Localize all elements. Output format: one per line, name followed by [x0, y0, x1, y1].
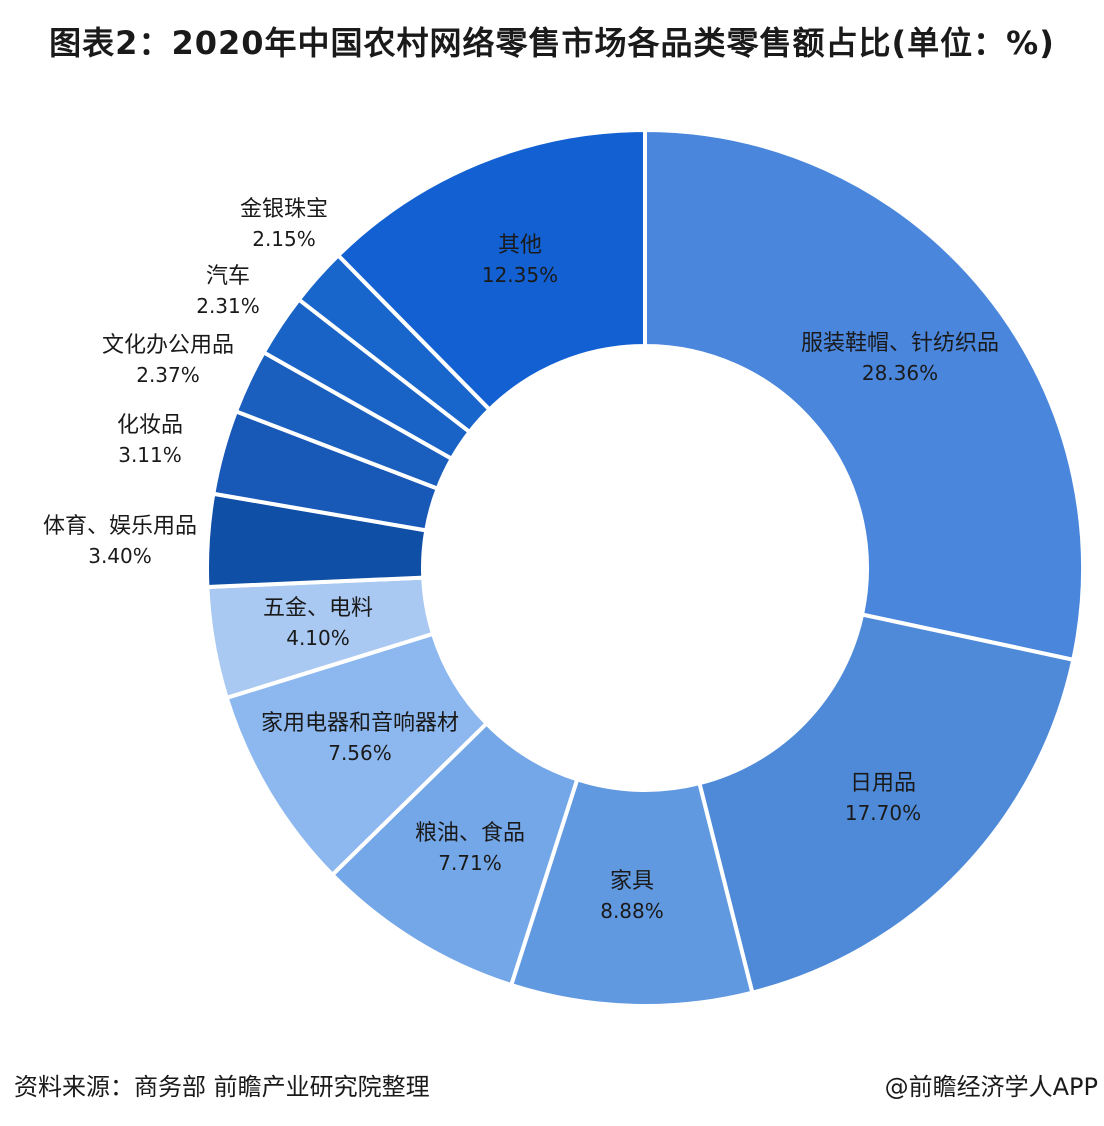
donut-slices — [205, 127, 1085, 1008]
slice-labels: 服装鞋帽、针纺织品 28.36% 日用品 17.70% 家具 8.88% 粮油、食品 7.71… — [43, 197, 999, 923]
slice-label-6: 五金、电料 — [263, 596, 373, 621]
chart-title: 图表2：2020年中国农村网络零售市场各品类零售额占比(单位：%) — [49, 24, 1055, 62]
slice-value-8: 3.11% — [118, 443, 182, 467]
slice-label-9: 文化办公用品 — [102, 333, 234, 358]
slice-value-9: 2.37% — [136, 363, 200, 387]
slice-label-7: 体育、娱乐用品 — [43, 514, 197, 539]
slice-label-8: 化妆品 — [117, 413, 183, 438]
slice-2 — [696, 612, 1076, 996]
slice-value-6: 4.10% — [286, 626, 350, 650]
data-source: 资料来源：商务部 前瞻产业研究院整理 — [14, 1073, 430, 1101]
slice-value-12: 12.35% — [482, 263, 558, 287]
credit-watermark: @前瞻经济学人APP — [884, 1073, 1098, 1101]
slice-12 — [335, 127, 647, 413]
slice-3 — [508, 776, 755, 1008]
slice-label-11: 金银珠宝 — [240, 197, 328, 222]
slice-label-5: 家用电器和音响器材 — [261, 711, 459, 736]
slice-label-2: 日用品 — [850, 771, 916, 796]
slice-value-5: 7.56% — [328, 741, 392, 765]
slice-value-4: 7.71% — [438, 851, 502, 875]
slice-value-2: 17.70% — [845, 801, 921, 825]
slice-label-3: 家具 — [610, 869, 654, 894]
slice-value-11: 2.15% — [252, 227, 316, 251]
slice-value-1: 28.36% — [862, 361, 938, 385]
slice-label-1: 服装鞋帽、针纺织品 — [801, 331, 999, 356]
slice-label-10: 汽车 — [206, 264, 250, 289]
slice-value-7: 3.40% — [88, 544, 152, 568]
donut-chart: 服装鞋帽、针纺织品 28.36% 日用品 17.70% 家具 8.88% 粮油、食品 7.71… — [42, 127, 1085, 1008]
slice-value-10: 2.31% — [196, 294, 260, 318]
slice-1 — [643, 127, 1085, 663]
slice-value-3: 8.88% — [600, 899, 664, 923]
slice-label-4: 粮油、食品 — [415, 821, 525, 846]
slice-label-12: 其他 — [498, 233, 542, 258]
